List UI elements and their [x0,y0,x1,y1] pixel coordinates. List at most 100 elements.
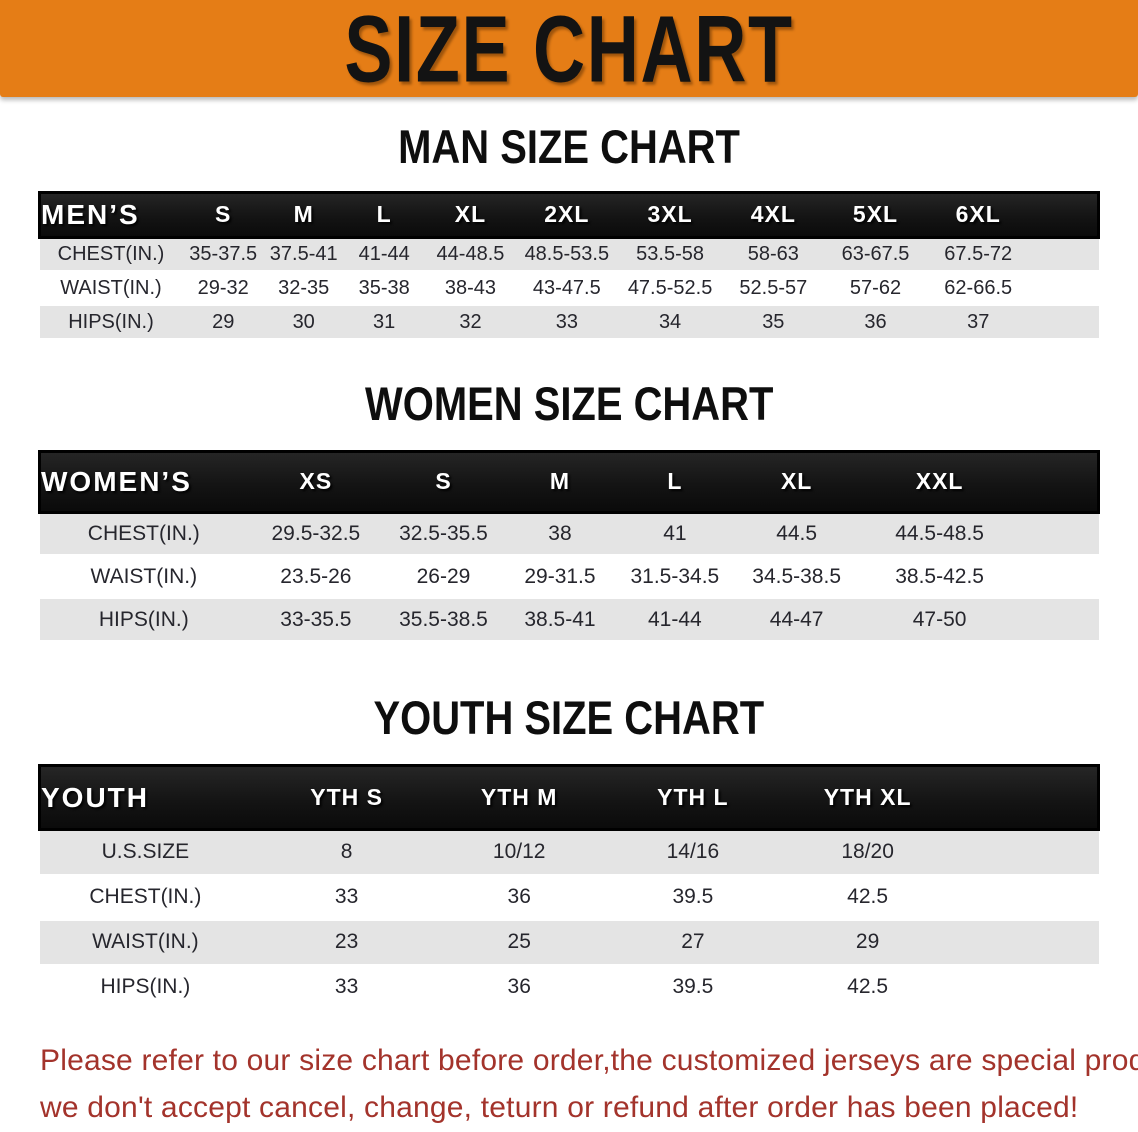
size-value: 36 [864,310,887,333]
youth-size-table: YOUTH YTH S YTH M YTH L YTH XL U.S.SIZE 8 10/1… [38,764,1100,1011]
size-column-header: YTH XL [789,764,946,832]
spacer-cell [1019,449,1101,514]
row-label: U.S.SIZE [101,840,190,864]
size-value: 47-50 [912,607,967,631]
table-row: HIPS(IN.) 33 36 39.5 42.5 [39,964,1099,1010]
size-column-header: L [343,190,425,239]
youth-header-row: YOUTH YTH S YTH M YTH L YTH XL [38,764,1100,832]
size-value: 32 [459,310,482,333]
size-value: 37.5-41 [269,242,338,265]
size-value: 58-63 [747,242,799,265]
spacer-cell [946,875,1099,920]
row-label: WAIST(IN.) [92,930,199,954]
men-header-row: MEN’S S M L XL 2XL 3XL 4XL 5XL 6XL [38,190,1100,239]
size-column-header: M [263,190,344,239]
men-section-heading: MAN SIZE CHART [398,120,740,173]
section-youth: YOUTH SIZE CHART YOUTH YTH S YTH M YTH L YTH… [0,692,1138,1010]
size-value: 47.5-52.5 [627,276,713,299]
size-value: 8 [340,840,353,864]
spacer-cell [1029,190,1100,239]
size-value: 63-67.5 [841,242,910,265]
size-column-header: 4XL [722,190,825,239]
size-value: 10/12 [492,840,546,864]
women-header-row: WOMEN’S XS S M L XL XXL [38,449,1101,514]
size-value: 18/20 [841,840,894,864]
size-value: 44.5-48.5 [895,522,984,546]
spacer-cell [1019,512,1098,555]
spacer-cell [1019,598,1098,641]
row-label: HIPS(IN.) [68,310,154,333]
size-value: 25 [507,930,531,954]
table-row: HIPS(IN.) 33-35.5 35.5-38.5 38.5-41 41-44 44-… [39,598,1099,642]
table-row: WAIST(IN.) 23.5-26 26-29 29-31.5 31.5-34.5 34… [39,555,1099,599]
size-value: 31 [373,310,396,333]
spacer-cell [946,920,1099,965]
size-value: 41 [663,522,687,546]
size-value: 57-62 [849,276,902,299]
table-corner-label: YOUTH [38,764,252,832]
size-value: 23.5-26 [280,564,352,588]
spacer-cell [945,764,1100,832]
table-row: WAIST(IN.) 23 25 27 29 [39,919,1099,965]
size-value: 62-66.5 [944,276,1013,299]
youth-section-heading: YOUTH SIZE CHART [373,691,765,745]
size-column-header: S [383,449,504,514]
size-value: 33 [334,975,359,999]
size-column-header: XL [733,449,861,514]
disclaimer: Please refer to our size chart before or… [0,1011,1138,1132]
size-column-header: YTH M [441,764,597,832]
size-value: 27 [681,930,705,954]
row-label: CHEST(IN.) [57,242,165,265]
size-value: 39.5 [672,885,714,909]
size-column-header: 2XL [516,190,618,239]
women-section-heading: WOMEN SIZE CHART [364,377,774,431]
section-women: WOMEN SIZE CHART WOMEN’S XS S M L XL XXL CHEST… [0,378,1138,642]
size-value: 53.5-58 [636,242,704,265]
size-column-header: M [503,449,617,514]
size-column-header: L [616,449,734,514]
size-value: 44-47 [769,607,824,631]
size-value: 26-29 [416,564,471,588]
size-value: 42.5 [847,975,889,999]
spacer-cell [1030,237,1099,271]
size-value: 34.5-38.5 [752,564,842,588]
size-value: 41-44 [648,607,702,631]
size-column-header: XS [248,449,384,514]
spacer-cell [1030,305,1099,339]
size-value: 39.5 [672,975,714,999]
size-value: 23 [334,930,359,954]
size-value: 44.5 [776,522,818,546]
size-column-header: XL [424,190,516,239]
table-row: CHEST(IN.) 33 36 39.5 42.5 [39,874,1099,920]
table-row: CHEST(IN.) 29.5-32.5 32.5-35.5 38 41 44.5 44.5… [39,512,1099,556]
size-value: 38 [548,522,572,546]
size-value: 36 [507,885,531,909]
size-value: 34 [658,310,682,333]
size-value: 33-35.5 [280,607,352,631]
size-value: 43-47.5 [532,276,601,299]
table-row: WAIST(IN.) 29-32 32-35 35-38 38-43 43-47.5 47.… [39,271,1099,306]
size-value: 67.5-72 [944,242,1013,265]
size-value: 32-35 [278,276,330,299]
size-value: 33 [334,885,359,909]
size-value: 31.5-34.5 [630,564,720,588]
men-size-table: MEN’S S M L XL 2XL 3XL 4XL 5XL 6XL CHEST(IN.) 35-3… [38,190,1100,341]
row-label: CHEST(IN.) [89,885,202,909]
size-value: 42.5 [847,885,889,909]
size-value: 35-37.5 [189,242,258,265]
size-value: 30 [292,310,315,333]
size-column-header: 3XL [617,190,723,239]
table-corner-label: MEN’S [38,190,183,239]
size-value: 33 [555,310,578,333]
disclaimer-line-1: Please refer to our size chart before or… [40,1043,1138,1077]
size-value: 52.5-57 [739,276,808,299]
row-label: WAIST(IN.) [90,564,198,588]
size-value: 29-32 [197,276,249,299]
size-value: 29-31.5 [524,564,596,588]
size-value: 29 [212,310,235,333]
size-value: 29 [855,930,880,954]
spacer-cell [1030,271,1099,305]
size-value: 37 [967,310,990,333]
size-value: 44-48.5 [436,242,505,265]
